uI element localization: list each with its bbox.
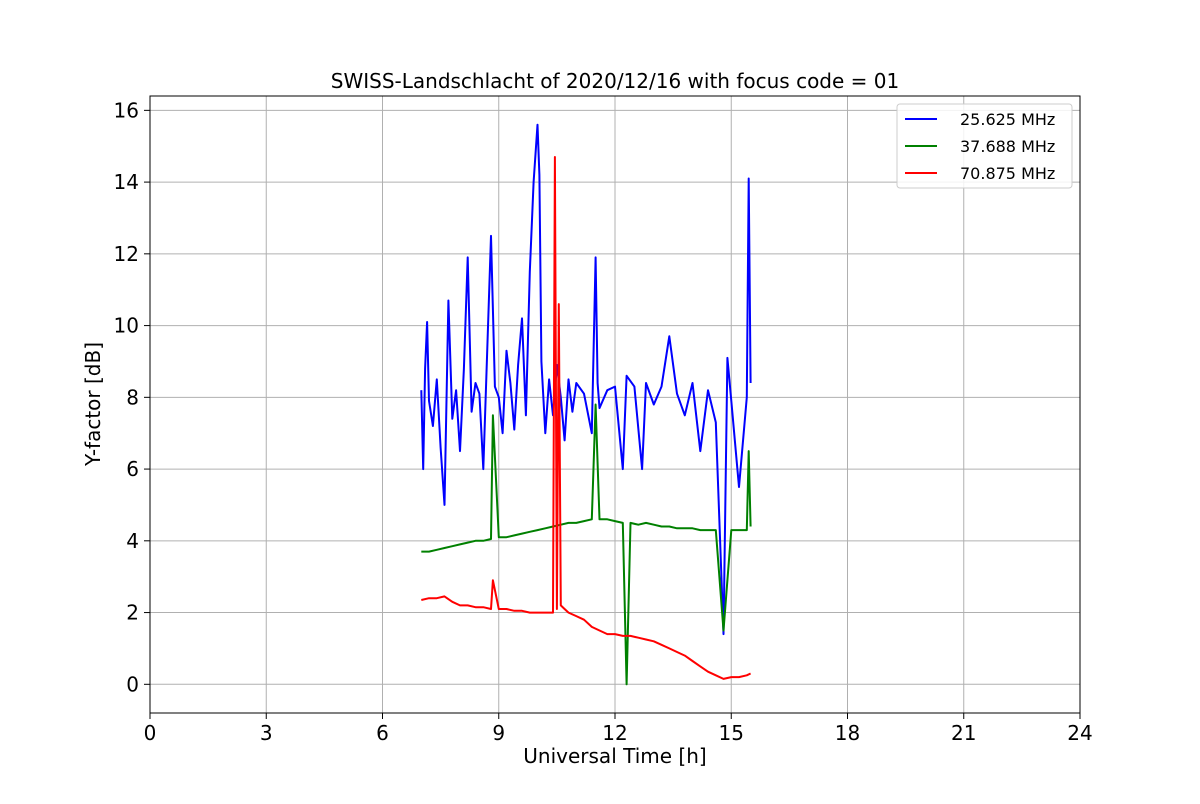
x-axis-label: Universal Time [h] <box>523 744 706 768</box>
x-tick-label: 3 <box>260 721 273 745</box>
series-line-1 <box>420 123 752 636</box>
x-tick-label: 9 <box>492 721 505 745</box>
y-tick-label: 14 <box>114 170 139 194</box>
y-tick-label: 2 <box>126 601 139 625</box>
y-tick-label: 8 <box>126 385 139 409</box>
y-tick-label: 10 <box>114 314 139 338</box>
x-tick-label: 6 <box>376 721 389 745</box>
legend-label: 70.875 MHz <box>960 164 1055 183</box>
y-tick-label: 16 <box>114 98 139 122</box>
x-axis-ticks: 0 3 6 9 12 15 18 21 24 <box>144 713 1093 745</box>
legend-label: 25.625 MHz <box>960 110 1055 129</box>
legend: 25.625 MHz 37.688 MHz 70.875 MHz <box>896 103 1073 189</box>
y-tick-label: 12 <box>114 242 139 266</box>
x-tick-label: 0 <box>144 721 157 745</box>
series-line-2 <box>421 403 752 686</box>
x-tick-label: 12 <box>602 721 627 745</box>
series-layer <box>420 123 752 686</box>
x-tick-label: 18 <box>835 721 860 745</box>
y-axis-ticks: 0 2 4 6 8 10 12 14 16 <box>114 98 150 696</box>
y-tick-label: 4 <box>126 529 139 553</box>
legend-box <box>896 103 1073 189</box>
series-line-3 <box>421 156 752 680</box>
x-tick-label: 15 <box>719 721 744 745</box>
x-tick-label: 24 <box>1067 721 1092 745</box>
y-axis-label: Y-factor [dB] <box>81 342 105 467</box>
x-tick-label: 21 <box>951 721 976 745</box>
y-tick-label: 0 <box>126 672 139 696</box>
y-tick-label: 6 <box>126 457 139 481</box>
legend-label: 37.688 MHz <box>960 137 1055 156</box>
chart-title: SWISS-Landschlacht of 2020/12/16 with fo… <box>331 69 899 93</box>
